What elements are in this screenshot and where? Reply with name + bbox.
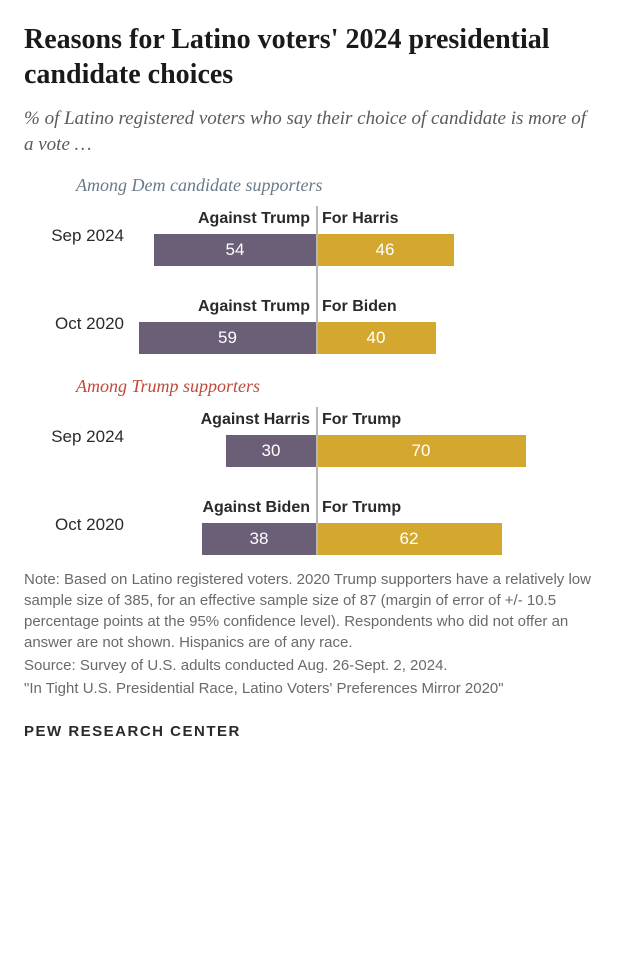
bar-label-for: For Trump — [322, 499, 401, 517]
bar-label-for: For Trump — [322, 411, 401, 429]
date-label: Sep 2024 — [24, 427, 136, 447]
axis-line — [316, 206, 318, 354]
axis-line — [316, 407, 318, 555]
chart-group: Sep 2024 54Against Trump46For Harris Oct 2… — [24, 206, 596, 354]
bar-pair: 59Against Trump40For Biden — [139, 322, 436, 354]
group-label-dem: Among Dem candidate supporters — [24, 175, 596, 196]
bar-against: 38Against Biden — [202, 523, 316, 555]
bar-label-against: Against Harris — [201, 411, 310, 429]
bars-container: 54Against Trump46For Harris — [136, 206, 596, 266]
bar-pair: 38Against Biden62For Trump — [202, 523, 502, 555]
bar-against: 59Against Trump — [139, 322, 316, 354]
bar-label-against: Against Biden — [202, 499, 310, 517]
bar-against: 30Against Harris — [226, 435, 316, 467]
bar-against: 54Against Trump — [154, 234, 316, 266]
group-label-trump: Among Trump supporters — [24, 376, 596, 397]
chart-area: Among Dem candidate supporters Sep 2024 54… — [24, 175, 596, 555]
bars-container: 30Against Harris70For Trump — [136, 407, 596, 467]
bar-for: 62For Trump — [316, 523, 502, 555]
bar-label-for: For Biden — [322, 298, 397, 316]
bar-label-for: For Harris — [322, 210, 398, 228]
chart-group: Sep 2024 30Against Harris70For Trump Oct 2… — [24, 407, 596, 555]
bar-pair: 54Against Trump46For Harris — [154, 234, 454, 266]
date-label: Oct 2020 — [24, 314, 136, 334]
report-text: "In Tight U.S. Presidential Race, Latino… — [24, 678, 596, 699]
bar-for: 70For Trump — [316, 435, 526, 467]
note-text: Note: Based on Latino registered voters.… — [24, 569, 596, 653]
source-text: Source: Survey of U.S. adults conducted … — [24, 655, 596, 676]
bar-row: Oct 2020 38Against Biden62For Trump — [24, 495, 596, 555]
chart-title: Reasons for Latino voters' 2024 presiden… — [24, 22, 596, 92]
bar-label-against: Against Trump — [198, 298, 310, 316]
bars-container: 59Against Trump40For Biden — [136, 294, 596, 354]
date-label: Sep 2024 — [24, 226, 136, 246]
chart-subtitle: % of Latino registered voters who say th… — [24, 106, 596, 157]
date-label: Oct 2020 — [24, 515, 136, 535]
bar-row: Oct 202059Against Trump40For Biden — [24, 294, 596, 354]
bar-for: 40For Biden — [316, 322, 436, 354]
bar-row: Sep 2024 30Against Harris70For Trump — [24, 407, 596, 467]
bar-pair: 30Against Harris70For Trump — [226, 435, 526, 467]
bar-row: Sep 2024 54Against Trump46For Harris — [24, 206, 596, 266]
bars-container: 38Against Biden62For Trump — [136, 495, 596, 555]
footer-attribution: PEW RESEARCH CENTER — [24, 723, 596, 740]
bar-label-against: Against Trump — [198, 210, 310, 228]
bar-for: 46For Harris — [316, 234, 454, 266]
